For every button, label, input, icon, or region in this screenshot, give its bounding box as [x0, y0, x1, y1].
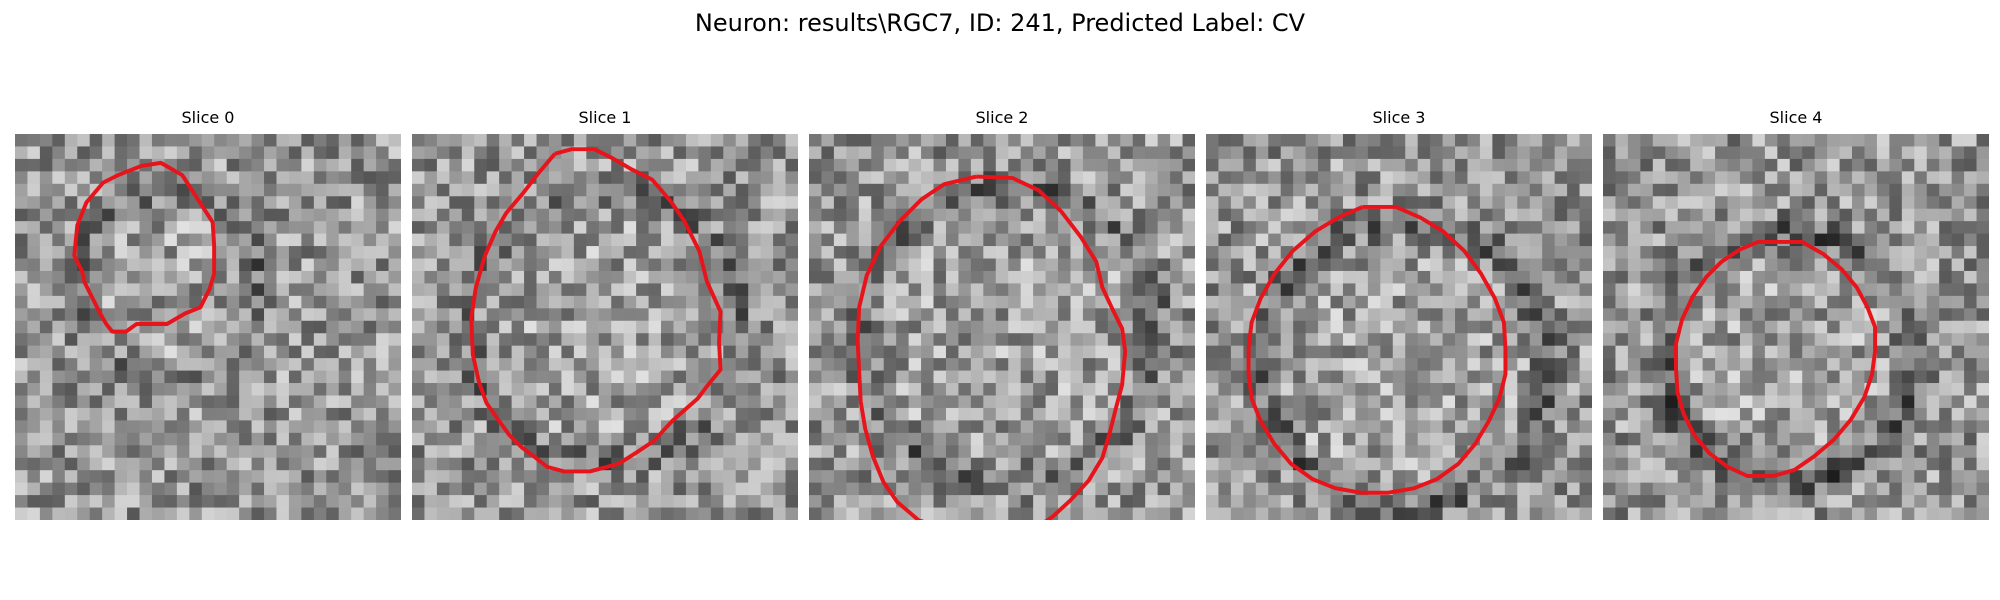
slice-title: Slice 4 — [1769, 108, 1823, 127]
slice-panel-2: Slice 2 — [809, 108, 1195, 520]
slice-title: Slice 2 — [975, 108, 1029, 127]
cell-contour — [72, 160, 217, 334]
cell-contour — [1673, 239, 1878, 478]
slice-image — [412, 134, 798, 520]
slice-title: Slice 0 — [181, 108, 235, 127]
slice-panel-4: Slice 4 — [1603, 108, 1989, 520]
cell-contour — [1246, 204, 1508, 495]
slice-panel-3: Slice 3 — [1206, 108, 1592, 520]
figure-title: Neuron: results\RGC7, ID: 241, Predicted… — [694, 9, 1306, 37]
slice-title: Slice 3 — [1372, 108, 1426, 127]
cell-contour — [855, 174, 1128, 520]
slice-image — [1206, 134, 1592, 520]
slice-image — [1603, 134, 1989, 520]
cell-contour — [469, 147, 723, 474]
slice-image — [809, 134, 1195, 520]
slice-panel-1: Slice 1 — [412, 108, 798, 520]
slice-title: Slice 1 — [578, 108, 632, 127]
slice-panel-0: Slice 0 — [15, 108, 401, 520]
slice-image — [15, 134, 401, 520]
